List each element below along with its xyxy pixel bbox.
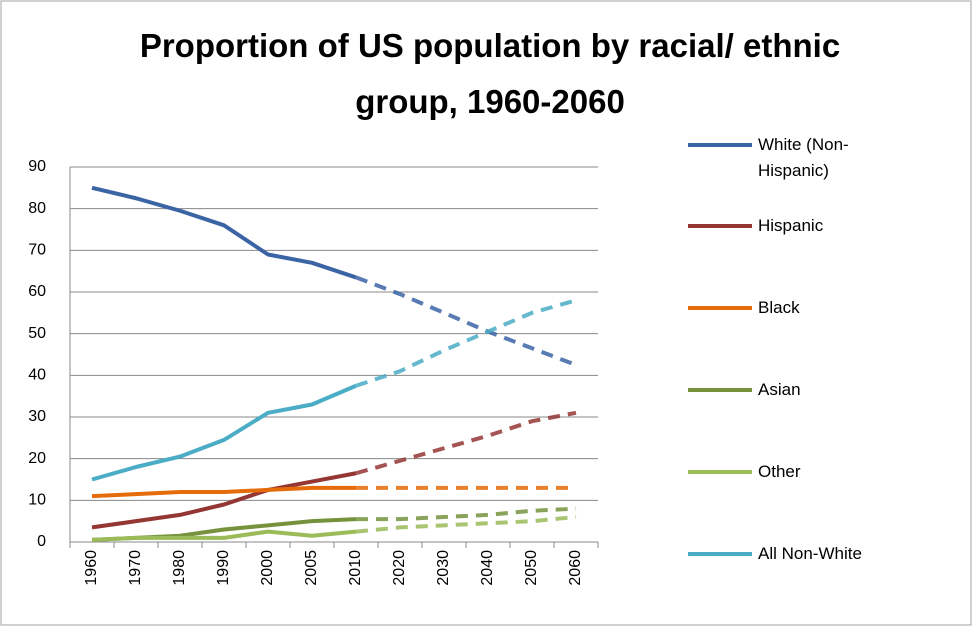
legend-label: All Non-White <box>758 544 862 563</box>
data-line <box>91 383 357 482</box>
legend-label: Black <box>758 298 800 317</box>
x-tick-label: 2040 <box>479 550 496 586</box>
y-tick-label: 60 <box>28 283 46 300</box>
y-tick-label: 50 <box>28 325 46 342</box>
x-tick-label: 2030 <box>435 550 452 586</box>
y-tick-label: 90 <box>28 158 46 175</box>
data-line <box>91 471 357 530</box>
x-tick-label: 2060 <box>567 550 584 586</box>
data-line <box>91 485 356 499</box>
x-tick-label: 2005 <box>303 550 320 586</box>
legend-label: Other <box>758 462 801 481</box>
chart-title: Proportion of US population by racial/ e… <box>139 27 841 120</box>
x-tick-label: 2020 <box>391 550 408 586</box>
x-tick-label: 1970 <box>127 550 144 586</box>
y-tick-label: 10 <box>28 492 46 509</box>
legend-label: White (Non-Hispanic) <box>758 135 849 180</box>
y-tick-label: 20 <box>28 450 46 467</box>
x-tick-label: 1960 <box>83 550 100 586</box>
projected-line <box>355 410 577 476</box>
y-tick-label: 40 <box>28 367 46 384</box>
projected-line <box>355 515 577 534</box>
data-line <box>91 185 357 280</box>
y-tick-label: 80 <box>28 200 46 217</box>
y-tick-label: 0 <box>37 533 46 550</box>
x-tick-label: 2000 <box>259 550 276 586</box>
projected-line <box>356 506 577 522</box>
x-tick-label: 2050 <box>523 550 540 586</box>
y-tick-label: 70 <box>28 242 46 259</box>
data-line <box>91 529 357 542</box>
y-tick-label: 30 <box>28 408 46 425</box>
x-tick-label: 1980 <box>171 550 188 586</box>
legend-label: Hispanic <box>758 216 824 235</box>
legend-label: Asian <box>758 380 801 399</box>
x-tick-label: 2010 <box>347 550 364 586</box>
x-tick-label: 1990 <box>215 550 232 586</box>
